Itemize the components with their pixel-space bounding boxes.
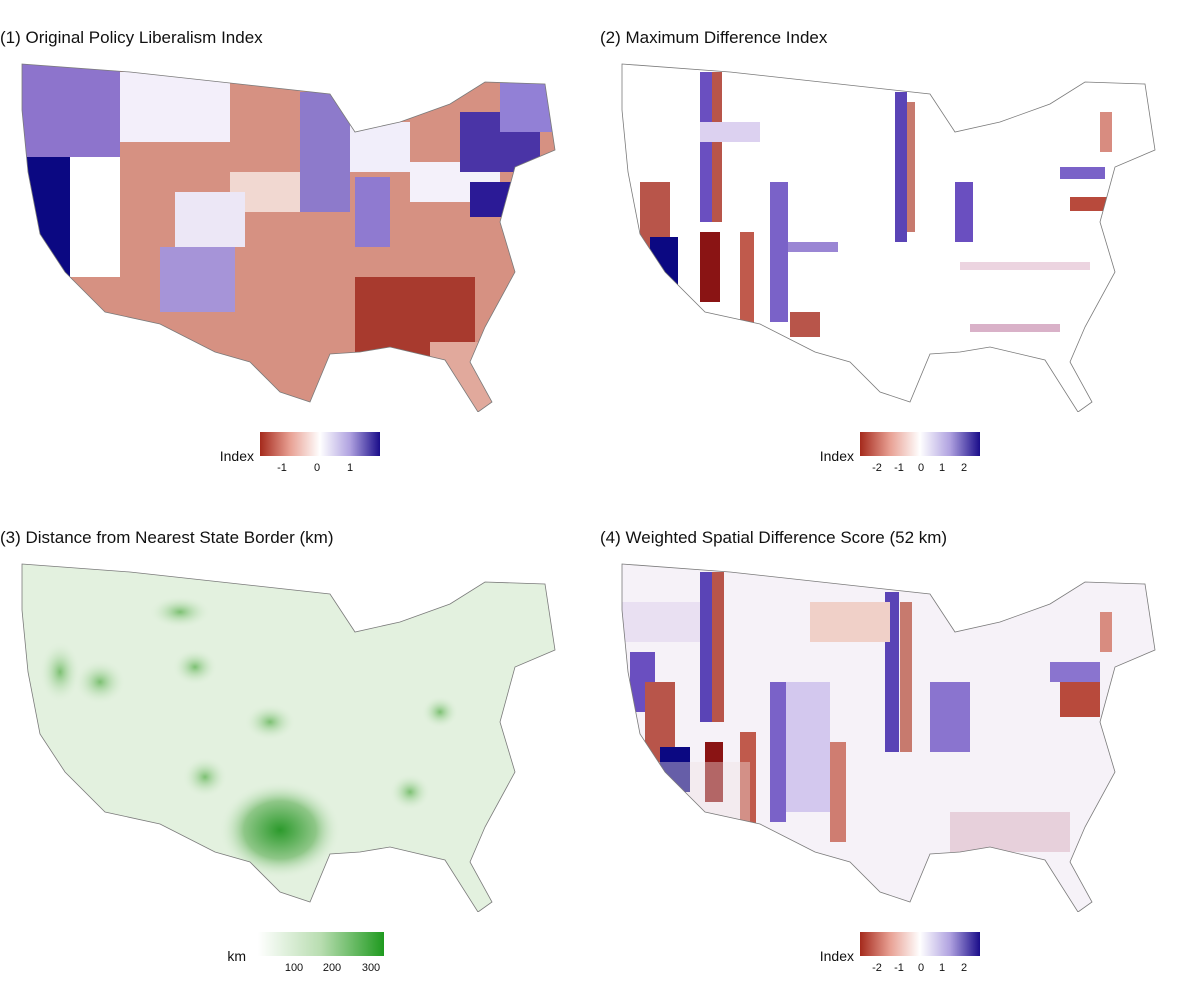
- legend-tick: [899, 456, 900, 460]
- legend-tick: [964, 956, 965, 960]
- map-weighted-spatial-difference: [621, 563, 1156, 912]
- legend-tick: [877, 956, 878, 960]
- legend-index: Index -2 -1 0 1 2: [810, 932, 1000, 992]
- legend-label: 0: [917, 962, 925, 974]
- legend-colorbar: [258, 932, 384, 956]
- panel-title: (1) Original Policy Liberalism Index: [0, 28, 263, 47]
- map-border-distance: [21, 563, 556, 912]
- legend-tick: [921, 456, 922, 460]
- legend-tick: [921, 956, 922, 960]
- legend-title: Index: [819, 448, 854, 464]
- legend-label: 0: [313, 462, 321, 474]
- legend-label: -1: [894, 962, 904, 974]
- legend-km: km 100 200 300: [210, 932, 400, 992]
- legend-label: -1: [894, 462, 904, 474]
- legend-label: 300: [361, 962, 381, 974]
- panel-weighted-spatial-difference: (4) Weighted Spatial Difference Score (5…: [600, 500, 1200, 1000]
- map-policy-liberalism: [21, 63, 556, 412]
- legend-colorbar: [860, 932, 980, 956]
- legend-label: 2: [960, 462, 968, 474]
- legend-tick: [942, 956, 943, 960]
- legend-tick: [294, 956, 295, 960]
- legend-label: 1: [938, 462, 946, 474]
- legend-tick: [350, 456, 351, 460]
- legend-label: 0: [917, 462, 925, 474]
- legend-label: 1: [346, 462, 354, 474]
- legend-label: 2: [960, 962, 968, 974]
- legend-colorbar: [860, 432, 980, 456]
- legend-tick: [332, 956, 333, 960]
- panel-title: (4) Weighted Spatial Difference Score (5…: [600, 528, 948, 547]
- legend-tick: [371, 956, 372, 960]
- legend-title: Index: [819, 948, 854, 964]
- legend-label: -2: [872, 462, 882, 474]
- panel-border-distance: (3) Distance from Nearest State Border (…: [0, 500, 600, 1000]
- legend-tick: [942, 456, 943, 460]
- panel-maximum-difference: (2) Maximum Difference Index: [600, 0, 1200, 500]
- legend-tick: [899, 956, 900, 960]
- legend-label: 200: [322, 962, 342, 974]
- legend-colorbar: [260, 432, 380, 456]
- legend-tick: [877, 456, 878, 460]
- map-maximum-difference: [621, 63, 1156, 412]
- panel-title: (3) Distance from Nearest State Border (…: [0, 528, 334, 547]
- legend-index: Index -2 -1 0 1 2: [810, 432, 1000, 492]
- legend-index: Index -1 0 1: [210, 432, 400, 492]
- legend-label: -1: [277, 462, 287, 474]
- legend-title: Index: [219, 448, 254, 464]
- legend-label: -2: [872, 962, 882, 974]
- panel-title: (2) Maximum Difference Index: [600, 28, 828, 47]
- panel-policy-liberalism: (1) Original Policy Liberalism Index: [0, 0, 600, 500]
- legend-label: 100: [284, 962, 304, 974]
- legend-tick: [317, 456, 318, 460]
- legend-tick: [964, 456, 965, 460]
- legend-label: 1: [938, 962, 946, 974]
- legend-title: km: [227, 948, 246, 964]
- legend-tick: [282, 456, 283, 460]
